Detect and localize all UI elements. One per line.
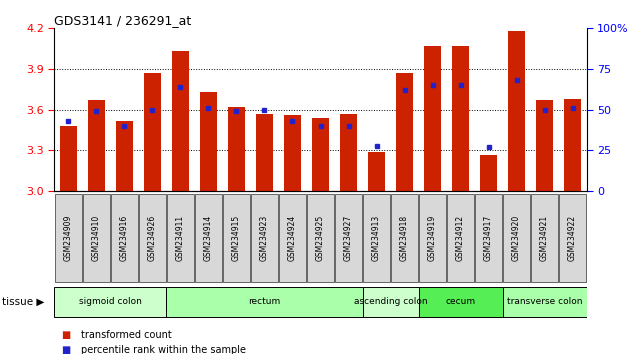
Bar: [340, 114, 357, 191]
Bar: [391, 194, 418, 282]
Text: percentile rank within the sample: percentile rank within the sample: [81, 346, 246, 354]
Bar: [256, 114, 273, 191]
Bar: [424, 46, 441, 191]
Text: GSM234914: GSM234914: [204, 215, 213, 261]
Bar: [312, 118, 329, 191]
Text: GSM234909: GSM234909: [64, 215, 73, 261]
Bar: [54, 287, 167, 317]
Text: GSM234917: GSM234917: [484, 215, 493, 261]
Bar: [363, 287, 419, 317]
Bar: [284, 115, 301, 191]
Text: GSM234913: GSM234913: [372, 215, 381, 261]
Bar: [508, 31, 525, 191]
Text: GSM234919: GSM234919: [428, 215, 437, 261]
Bar: [195, 194, 222, 282]
Bar: [279, 194, 306, 282]
Text: GSM234921: GSM234921: [540, 215, 549, 261]
Text: transverse colon: transverse colon: [507, 297, 582, 306]
Bar: [363, 194, 390, 282]
Text: ■: ■: [61, 346, 70, 354]
Text: GSM234911: GSM234911: [176, 215, 185, 261]
Bar: [139, 194, 166, 282]
Bar: [503, 194, 530, 282]
Bar: [172, 51, 189, 191]
Text: GSM234916: GSM234916: [120, 215, 129, 261]
Bar: [335, 194, 362, 282]
Bar: [396, 73, 413, 191]
Bar: [83, 194, 110, 282]
Bar: [307, 194, 334, 282]
Text: GSM234912: GSM234912: [456, 215, 465, 261]
Bar: [60, 126, 77, 191]
Bar: [480, 155, 497, 191]
Bar: [559, 194, 586, 282]
Bar: [144, 73, 161, 191]
Text: GSM234920: GSM234920: [512, 215, 521, 261]
Bar: [419, 287, 503, 317]
Bar: [223, 194, 250, 282]
Bar: [452, 46, 469, 191]
Text: GSM234925: GSM234925: [316, 215, 325, 261]
Text: GSM234924: GSM234924: [288, 215, 297, 261]
Bar: [251, 194, 278, 282]
Bar: [419, 194, 446, 282]
Text: GSM234915: GSM234915: [232, 215, 241, 261]
Text: GSM234922: GSM234922: [568, 215, 577, 261]
Bar: [167, 194, 194, 282]
Bar: [564, 99, 581, 191]
Text: GDS3141 / 236291_at: GDS3141 / 236291_at: [54, 14, 192, 27]
Bar: [88, 100, 105, 191]
Bar: [368, 152, 385, 191]
Text: ascending colon: ascending colon: [354, 297, 428, 306]
Text: ■: ■: [61, 330, 70, 339]
Bar: [503, 287, 587, 317]
Text: GSM234927: GSM234927: [344, 215, 353, 261]
Text: transformed count: transformed count: [81, 330, 172, 339]
Text: tissue ▶: tissue ▶: [2, 297, 44, 307]
Bar: [55, 194, 82, 282]
Bar: [536, 100, 553, 191]
Text: cecum: cecum: [445, 297, 476, 306]
Text: GSM234926: GSM234926: [148, 215, 157, 261]
Bar: [475, 194, 502, 282]
Bar: [167, 287, 363, 317]
Text: rectum: rectum: [248, 297, 281, 306]
Bar: [116, 121, 133, 191]
Text: GSM234923: GSM234923: [260, 215, 269, 261]
Bar: [200, 92, 217, 191]
Text: sigmoid colon: sigmoid colon: [79, 297, 142, 306]
Text: GSM234910: GSM234910: [92, 215, 101, 261]
Text: GSM234918: GSM234918: [400, 215, 409, 261]
Bar: [447, 194, 474, 282]
Bar: [111, 194, 138, 282]
Bar: [228, 107, 245, 191]
Bar: [531, 194, 558, 282]
